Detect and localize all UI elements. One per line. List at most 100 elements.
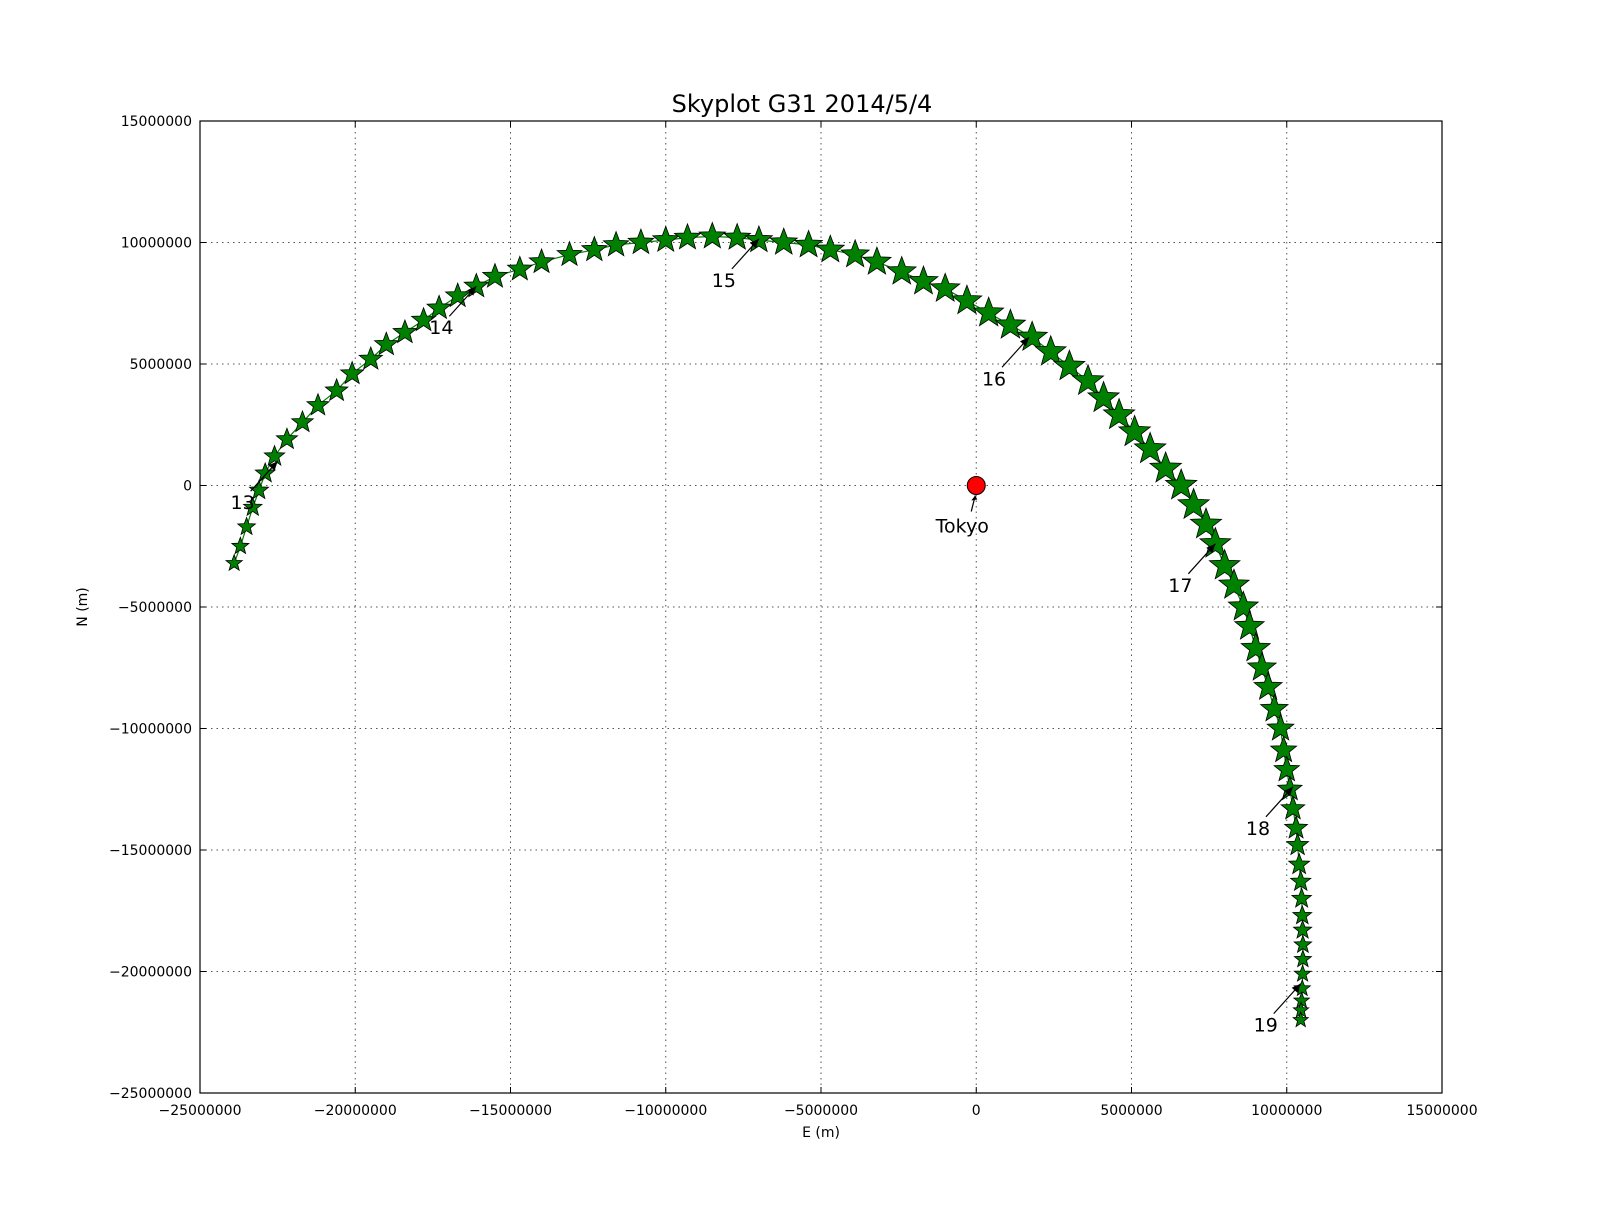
star-marker xyxy=(528,247,555,274)
station-arrow-head xyxy=(971,495,978,501)
star-marker xyxy=(861,245,893,275)
star-marker xyxy=(1289,869,1312,892)
star-marker xyxy=(1285,832,1310,856)
star-marker xyxy=(1266,713,1295,741)
star-marker xyxy=(1292,1010,1310,1028)
star-marker xyxy=(1189,506,1223,539)
chart-title: Skyplot G31 2014/5/4 xyxy=(672,90,933,118)
star-marker xyxy=(1246,651,1278,681)
annotation-arrow-head xyxy=(467,286,477,296)
star-marker xyxy=(1259,693,1290,722)
star-marker xyxy=(1293,964,1312,982)
annotation-arrow-head xyxy=(1206,543,1216,554)
star-marker xyxy=(722,222,752,250)
star-marker xyxy=(769,227,799,255)
station-layer: Tokyo xyxy=(935,476,989,538)
annotation-label: 14 xyxy=(429,317,453,339)
star-marker xyxy=(886,255,918,285)
star-marker xyxy=(556,240,583,267)
star-marker xyxy=(290,409,315,433)
star-marker xyxy=(1233,609,1266,640)
star-marker xyxy=(627,227,655,255)
star-marker xyxy=(580,235,608,262)
star-marker xyxy=(1133,431,1167,464)
star-marker xyxy=(602,230,630,257)
x-tick-label: 15000000 xyxy=(1406,1103,1477,1119)
station-label: Tokyo xyxy=(935,516,989,538)
star-marker xyxy=(1227,590,1260,621)
annotation-label: 15 xyxy=(712,270,736,292)
star-marker xyxy=(673,222,702,250)
star-marker xyxy=(907,265,939,295)
series-line xyxy=(233,235,1304,1021)
star-marker xyxy=(224,553,244,572)
star-marker xyxy=(815,234,846,263)
star-marker xyxy=(1287,852,1311,875)
x-tick-label: 0 xyxy=(972,1103,981,1119)
x-ticks: −25000000 −20000000 −15000000 −10000000 −500… xyxy=(159,121,1478,1119)
annotation-label: 13 xyxy=(231,492,255,514)
annotation-arrow-head xyxy=(1291,983,1301,993)
star-marker xyxy=(506,255,534,281)
annotation-arrow-head xyxy=(1020,337,1030,347)
star-marker xyxy=(1071,363,1105,396)
track-line xyxy=(233,235,1304,1021)
y-tick-label: −25000000 xyxy=(109,1086,192,1102)
star-marker xyxy=(651,225,680,253)
star-marker xyxy=(1291,904,1313,925)
star-marker xyxy=(1102,397,1136,430)
y-tick-label: −15000000 xyxy=(109,843,192,859)
star-marker xyxy=(1052,349,1086,381)
annotation-arrow-head xyxy=(1284,786,1293,797)
x-axis-label: E (m) xyxy=(802,1125,840,1141)
star-marker xyxy=(1208,548,1241,580)
x-tick-label: −25000000 xyxy=(159,1103,242,1119)
star-marker xyxy=(1217,568,1251,599)
annotation-label: 19 xyxy=(1254,1015,1278,1037)
star-marker xyxy=(1176,487,1211,520)
star-marker xyxy=(1280,795,1306,820)
star-marker xyxy=(793,229,824,258)
star-marker xyxy=(929,272,961,302)
star-marker xyxy=(1164,467,1198,500)
x-tick-label: −15000000 xyxy=(469,1103,552,1119)
star-marker xyxy=(1198,526,1232,558)
annotation-arrow-head xyxy=(749,238,759,249)
star-marker xyxy=(951,284,983,315)
star-marker xyxy=(339,360,365,385)
x-tick-label: −5000000 xyxy=(784,1103,858,1119)
star-marker xyxy=(444,282,471,308)
x-tick-label: −20000000 xyxy=(314,1103,397,1119)
y-ticks: −25000000 −20000000 −15000000 −10000000 −500… xyxy=(109,114,1442,1102)
star-marker xyxy=(230,536,250,555)
y-tick-label: 10000000 xyxy=(121,236,192,252)
star-marker xyxy=(248,479,270,500)
star-marker xyxy=(425,294,453,320)
star-marker xyxy=(463,272,490,298)
star-marker xyxy=(263,444,286,466)
star-marker xyxy=(698,221,727,249)
star-marker xyxy=(994,308,1027,339)
star-marker xyxy=(392,318,418,344)
star-marker xyxy=(972,296,1005,327)
track-markers xyxy=(224,221,1313,1028)
star-marker xyxy=(358,345,384,370)
star-marker xyxy=(1086,380,1121,413)
star-marker xyxy=(1293,949,1313,968)
star-marker xyxy=(1290,887,1313,908)
star-marker xyxy=(1269,735,1298,763)
star-marker xyxy=(242,496,264,517)
star-marker xyxy=(840,238,871,268)
x-tick-label: 10000000 xyxy=(1251,1103,1322,1119)
annotation-arrow-head xyxy=(268,461,278,471)
station-marker-tokyo xyxy=(966,476,986,495)
star-marker xyxy=(254,461,277,483)
x-tick-label: 5000000 xyxy=(1100,1103,1162,1119)
star-marker xyxy=(275,427,299,450)
star-marker xyxy=(236,516,257,536)
star-marker xyxy=(1015,320,1049,352)
y-tick-label: 5000000 xyxy=(130,357,192,373)
annotation-label: 17 xyxy=(1168,575,1192,597)
star-marker xyxy=(1253,671,1284,701)
